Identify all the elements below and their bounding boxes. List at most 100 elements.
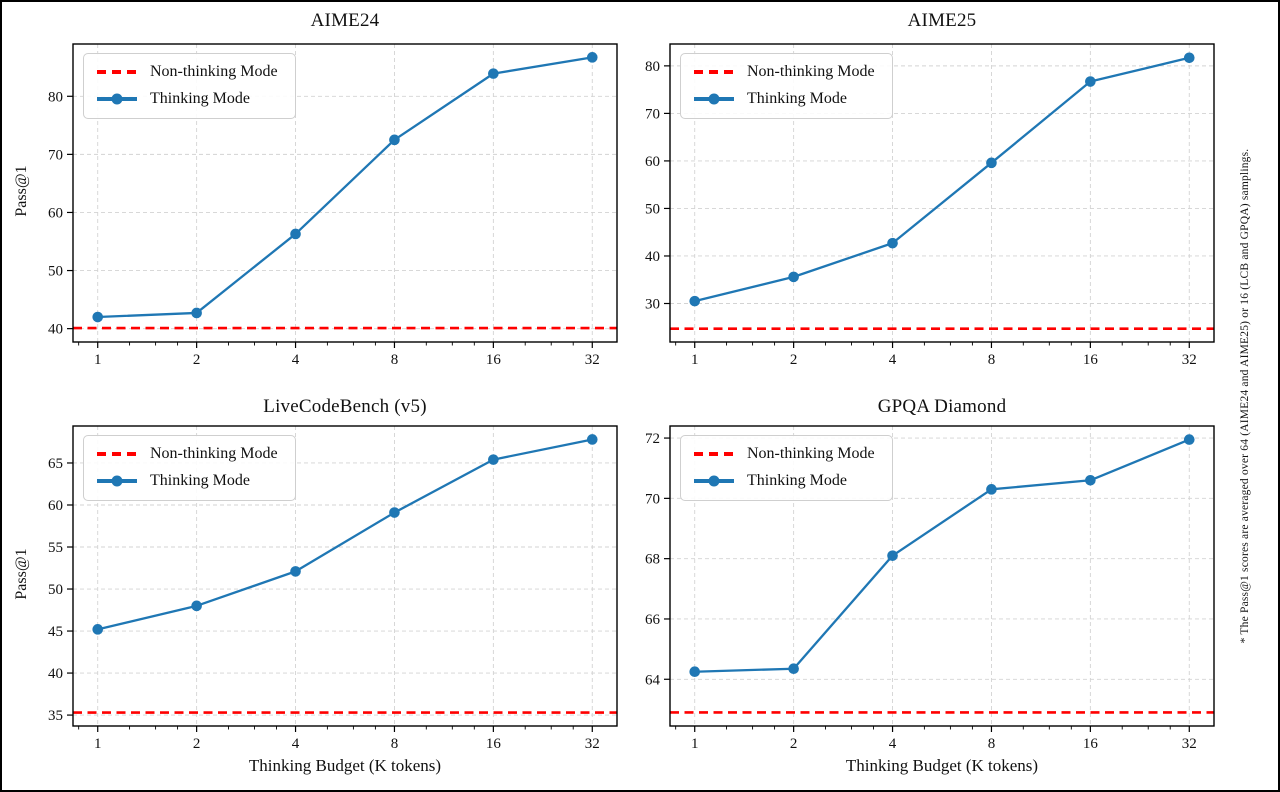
thinking-marker bbox=[1085, 474, 1096, 486]
x-tick-label: 8 bbox=[391, 736, 399, 752]
non-thinking-line-swatch bbox=[97, 70, 137, 74]
x-tick-label: 32 bbox=[1182, 736, 1197, 752]
x-tick-label: 1 bbox=[94, 352, 102, 368]
thinking-marker bbox=[191, 307, 202, 319]
x-tick-label: 1 bbox=[691, 352, 699, 368]
y-tick-label: 65 bbox=[48, 456, 63, 472]
footnote-samplings: * The Pass@1 scores are averaged over 64… bbox=[1239, 148, 1251, 644]
x-tick-label: 2 bbox=[790, 352, 798, 368]
y-tick-label: 72 bbox=[645, 431, 660, 447]
y-tick-label: 40 bbox=[645, 249, 660, 265]
plot-area: 1 2 4 8 16 32 64 66 68 70 72 bbox=[645, 425, 1215, 752]
thinking-marker bbox=[92, 311, 104, 323]
x-tick-label: 4 bbox=[889, 352, 897, 368]
subplot-livecodebench: LiveCodeBench (v5) Pass@1 1 2 4 8 16 32 35 40 45… bbox=[2, 394, 642, 790]
y-tick-label: 70 bbox=[48, 147, 63, 163]
thinking-marker bbox=[1183, 434, 1195, 445]
legend-label-non-thinking: Non-thinking Mode bbox=[747, 63, 875, 80]
x-tick-label: 8 bbox=[988, 736, 996, 752]
legend-label-thinking: Thinking Mode bbox=[150, 472, 250, 489]
y-tick-label: 80 bbox=[645, 59, 660, 75]
legend: Non-thinking Mode Thinking Mode bbox=[83, 53, 296, 119]
thinking-marker bbox=[788, 663, 799, 675]
thinking-marker bbox=[689, 666, 701, 678]
x-axis-label: Thinking Budget (K tokens) bbox=[248, 756, 442, 775]
thinking-marker bbox=[1085, 76, 1096, 87]
legend-entry-thinking: Thinking Mode bbox=[97, 90, 278, 108]
chart-title: AIME24 bbox=[310, 10, 380, 31]
y-tick-label: 50 bbox=[48, 264, 63, 280]
thinking-line-swatch bbox=[97, 97, 137, 101]
thinking-marker bbox=[586, 434, 598, 445]
thinking-marker bbox=[389, 507, 400, 518]
legend-label-thinking: Thinking Mode bbox=[747, 472, 847, 489]
y-tick-label: 70 bbox=[645, 106, 660, 122]
legend-label-non-thinking: Non-thinking Mode bbox=[150, 63, 278, 80]
y-tick-label: 68 bbox=[645, 552, 660, 568]
y-tick-label: 64 bbox=[645, 672, 661, 688]
thinking-marker bbox=[689, 295, 701, 307]
y-tick-label: 50 bbox=[645, 201, 660, 217]
y-tick-label: 70 bbox=[645, 491, 660, 507]
thinking-marker bbox=[887, 237, 898, 249]
thinking-marker bbox=[191, 600, 202, 612]
thinking-line-swatch bbox=[694, 97, 734, 101]
y-tick-label: 55 bbox=[48, 540, 63, 556]
x-tick-label: 32 bbox=[585, 352, 600, 368]
y-tick-label: 60 bbox=[645, 154, 660, 170]
legend-entry-non-thinking: Non-thinking Mode bbox=[694, 445, 875, 463]
plot-area: 1 2 4 8 16 32 40 50 60 70 80 bbox=[48, 43, 618, 368]
y-tick-label: 30 bbox=[645, 297, 660, 313]
thinking-line-swatch bbox=[97, 479, 137, 483]
x-tick-label: 16 bbox=[1083, 352, 1099, 368]
y-tick-label: 45 bbox=[48, 624, 63, 640]
subplot-gpqa-diamond: GPQA Diamond 1 2 4 8 16 32 64 66 68 70 72 Thinking… bbox=[642, 394, 1278, 790]
x-tick-label: 16 bbox=[486, 352, 502, 368]
x-tick-label: 1 bbox=[94, 736, 102, 752]
legend-label-thinking: Thinking Mode bbox=[150, 90, 250, 107]
thinking-marker bbox=[986, 484, 997, 495]
non-thinking-line-swatch bbox=[97, 452, 137, 456]
legend-label-non-thinking: Non-thinking Mode bbox=[150, 445, 278, 462]
thinking-marker bbox=[887, 550, 898, 561]
x-tick-label: 2 bbox=[790, 736, 798, 752]
legend-label-thinking: Thinking Mode bbox=[747, 90, 847, 107]
x-tick-label: 2 bbox=[193, 736, 201, 752]
thinking-marker bbox=[488, 454, 499, 465]
subplot-aime25: AIME25 1 2 4 8 16 32 30 40 50 60 70 80 Non-thinking… bbox=[642, 2, 1278, 394]
thinking-marker bbox=[389, 134, 400, 146]
thinking-marker bbox=[488, 68, 499, 79]
thinking-line bbox=[694, 438, 1190, 673]
thinking-marker bbox=[290, 228, 301, 240]
legend-entry-thinking: Thinking Mode bbox=[694, 90, 875, 108]
chart-title: GPQA Diamond bbox=[877, 396, 1007, 417]
y-tick-label: 40 bbox=[48, 666, 63, 682]
legend: Non-thinking Mode Thinking Mode bbox=[83, 435, 296, 501]
x-tick-label: 2 bbox=[193, 352, 201, 368]
legend-entry-non-thinking: Non-thinking Mode bbox=[97, 445, 278, 463]
legend-entry-non-thinking: Non-thinking Mode bbox=[97, 63, 278, 81]
plot-spine bbox=[669, 425, 1215, 727]
x-tick-label: 1 bbox=[691, 736, 699, 752]
y-axis-label: Pass@1 bbox=[13, 165, 30, 217]
x-tick-label: 8 bbox=[988, 352, 996, 368]
thinking-line bbox=[694, 56, 1190, 303]
legend-label-non-thinking: Non-thinking Mode bbox=[747, 445, 875, 462]
x-tick-label: 16 bbox=[486, 736, 502, 752]
subplot-aime24: AIME24 Pass@1 1 2 4 8 16 32 40 50 60 70 80 Non-thi… bbox=[2, 2, 642, 394]
legend-entry-thinking: Thinking Mode bbox=[694, 472, 875, 490]
plot-area: 1 2 4 8 16 32 35 40 45 50 55 60 65 bbox=[48, 425, 618, 752]
y-tick-label: 40 bbox=[48, 322, 63, 338]
x-tick-label: 4 bbox=[292, 736, 300, 752]
x-tick-label: 4 bbox=[292, 352, 300, 368]
y-axis-label: Pass@1 bbox=[13, 548, 30, 600]
x-tick-label: 8 bbox=[391, 352, 399, 368]
plot-spine bbox=[72, 425, 618, 727]
thinking-line bbox=[97, 56, 593, 319]
x-tick-label: 32 bbox=[1182, 352, 1197, 368]
chart-title: AIME25 bbox=[907, 10, 977, 31]
y-tick-label: 80 bbox=[48, 89, 63, 105]
y-tick-label: 66 bbox=[645, 612, 661, 628]
thinking-marker bbox=[290, 566, 301, 577]
